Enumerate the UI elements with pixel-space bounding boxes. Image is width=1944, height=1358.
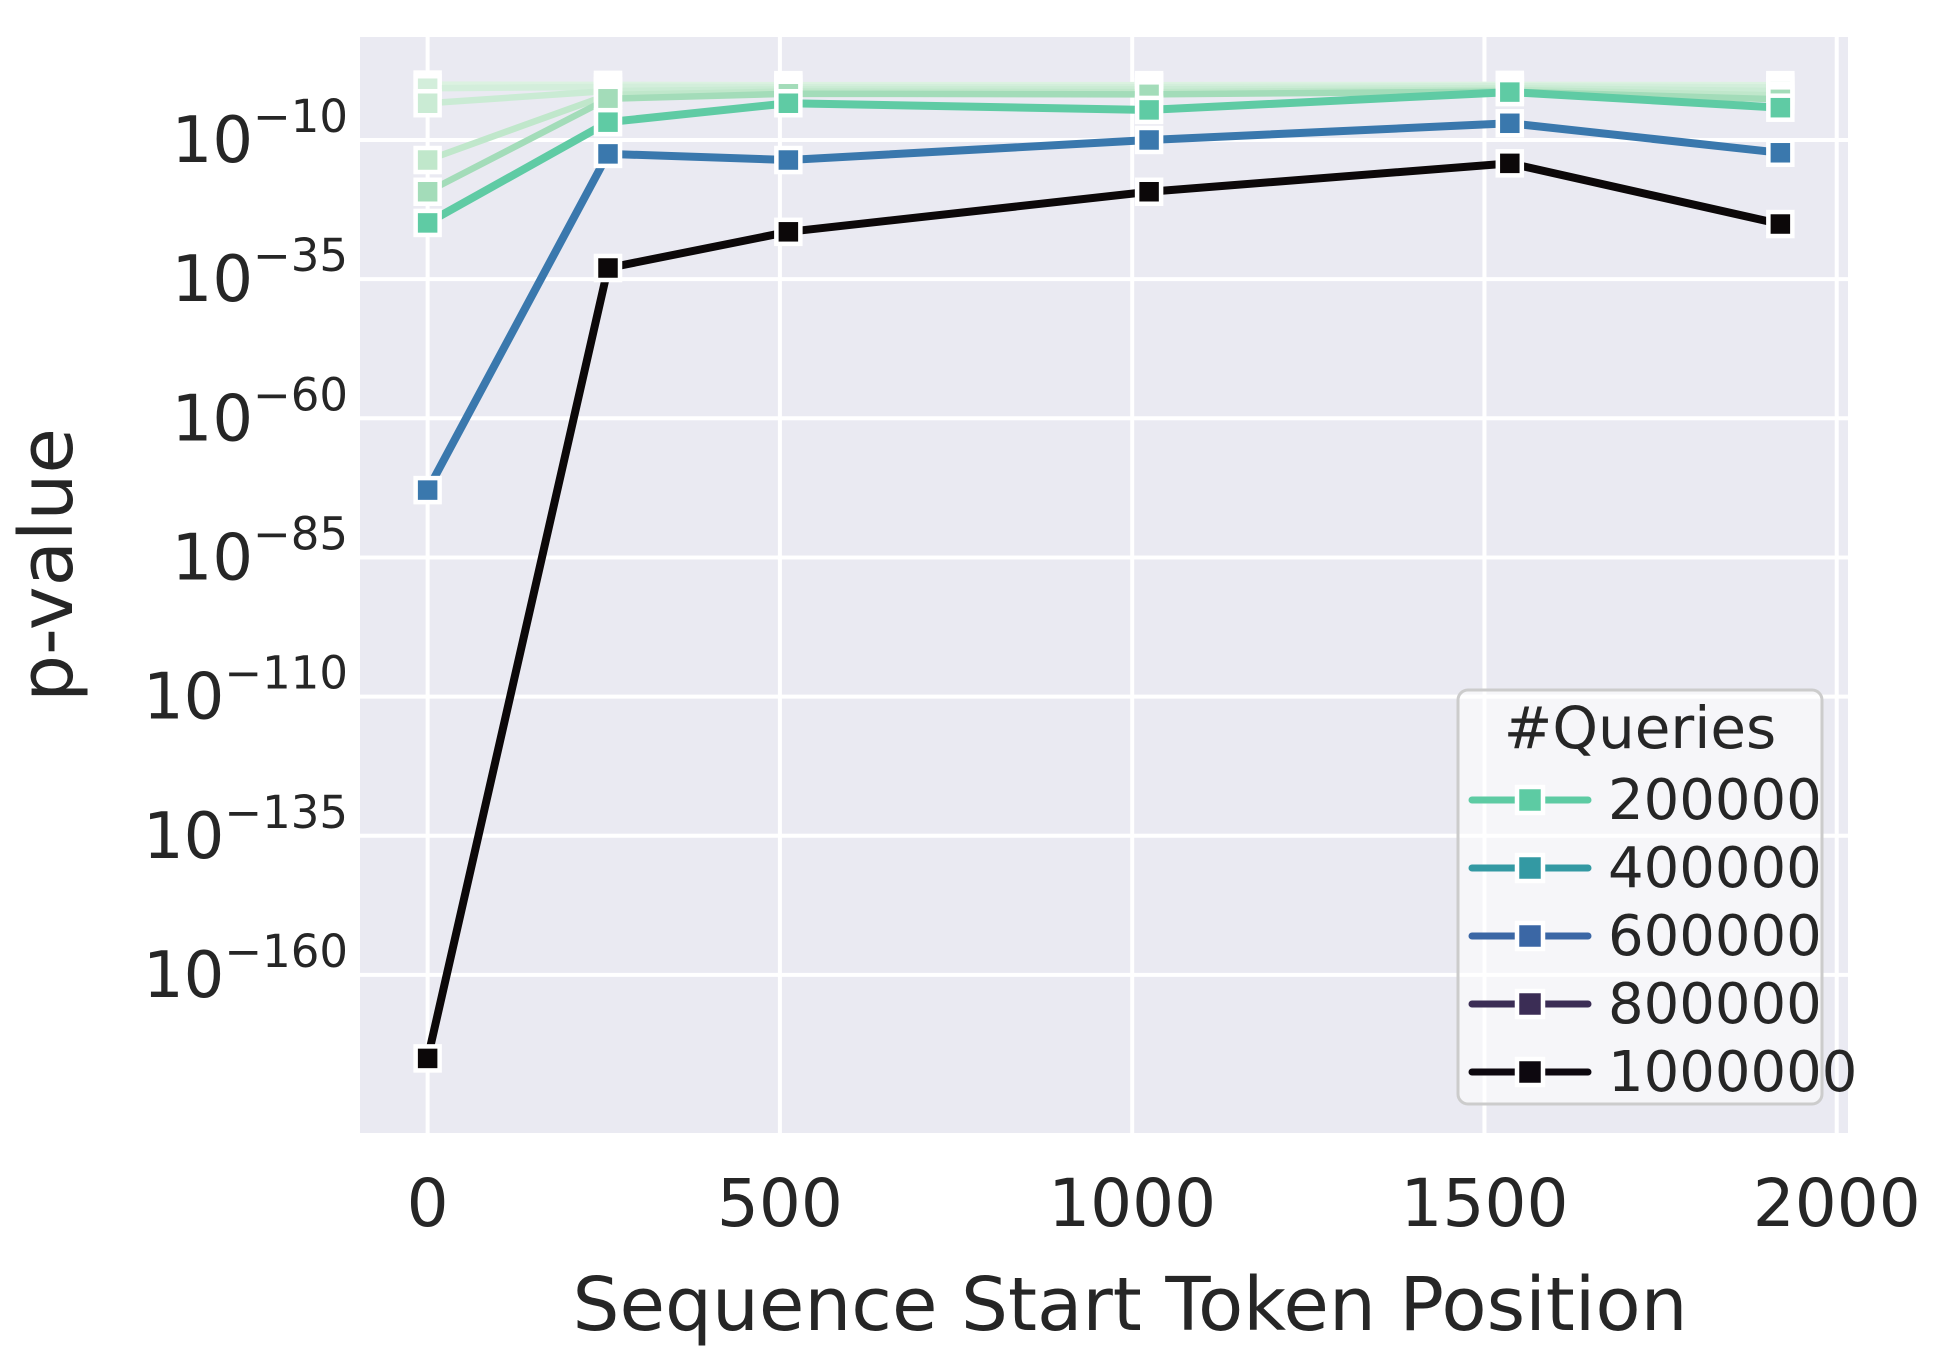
series-marker	[413, 145, 442, 175]
legend-item-marker	[1514, 1056, 1546, 1088]
series-marker	[413, 208, 442, 238]
legend-title: #Queries	[1504, 694, 1777, 762]
series-marker	[1134, 125, 1164, 155]
series-marker	[1495, 77, 1525, 107]
x-tick-label: 0	[407, 1165, 449, 1242]
series-marker	[774, 88, 803, 118]
series-marker	[1766, 209, 1795, 239]
legend-item-marker	[1514, 920, 1546, 952]
series-group	[413, 70, 1795, 1073]
legend-item-label: 600000	[1608, 904, 1822, 969]
series-marker	[413, 475, 442, 505]
x-tick-label: 1000	[1048, 1165, 1216, 1242]
series-marker	[1495, 109, 1525, 138]
series-marker	[593, 139, 623, 169]
legend-item-label: 200000	[1608, 768, 1822, 833]
legend-item-marker	[1514, 852, 1546, 884]
series-line	[423, 159, 1785, 1063]
series-marker	[413, 177, 442, 206]
series-marker	[774, 145, 803, 175]
series-marker	[593, 107, 623, 137]
series-marker	[413, 1044, 442, 1073]
series-marker	[1766, 138, 1795, 168]
legend-item-marker	[1514, 784, 1546, 816]
y-tick-label: 10−35	[172, 229, 348, 317]
x-tick-label: 500	[717, 1165, 843, 1242]
y-tick-label: 10−160	[143, 925, 348, 1013]
series-line	[423, 88, 1785, 227]
legend-item-label: 400000	[1608, 836, 1822, 901]
series-marker	[593, 84, 623, 114]
x-tick-label: 1500	[1400, 1165, 1568, 1242]
series-marker	[1134, 177, 1164, 206]
y-tick-label: 10−135	[143, 786, 348, 874]
legend-item-marker	[1514, 988, 1546, 1020]
legend-item-label: 800000	[1608, 972, 1822, 1037]
y-tick-label: 10−60	[172, 368, 348, 456]
legend-item-label: 1000000	[1608, 1040, 1857, 1105]
x-tick-label: 2000	[1753, 1165, 1921, 1242]
series-marker	[774, 217, 803, 247]
series-marker	[413, 88, 442, 118]
series-marker	[593, 253, 623, 283]
y-tick-label: 10−110	[143, 647, 348, 735]
series-line	[423, 119, 1785, 495]
series-marker	[1134, 95, 1164, 125]
series-marker	[1766, 93, 1795, 122]
series-marker	[1495, 149, 1525, 178]
x-axis-label: Sequence Start Token Position	[572, 1262, 1687, 1348]
y-axis-label: p-value	[4, 428, 90, 702]
y-tick-labels: 10−10 10−35 10−60 10−85 10−110 10−135 10−160	[143, 90, 348, 1013]
x-tick-labels: 0 500 1000 1500 2000	[407, 1165, 1921, 1242]
y-tick-label: 10−85	[172, 507, 348, 595]
y-tick-label: 10−10	[172, 90, 348, 178]
